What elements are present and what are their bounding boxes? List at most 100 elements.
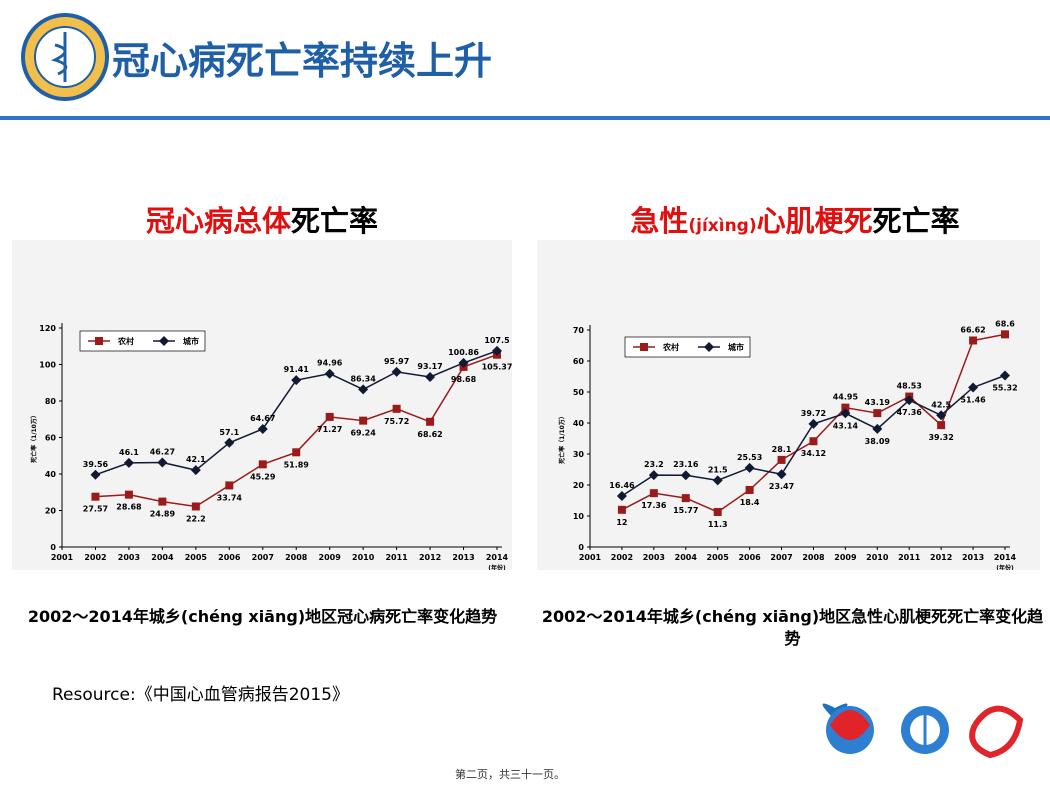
chart: 0 20 40 60 80 100 120 2001 2002 2003 2004 2005 2006 2…	[30, 323, 512, 570]
point	[1000, 370, 1010, 381]
y-tick-label: 70	[573, 326, 585, 335]
value-label: 23.2	[644, 460, 664, 469]
value-label: 75.72	[384, 417, 409, 426]
value-label: 93.17	[417, 362, 442, 371]
point	[713, 507, 722, 516]
value-label: 39.56	[83, 460, 109, 469]
value-label: 23.47	[769, 482, 794, 491]
y-tick-label: 120	[39, 324, 56, 333]
legend-label: 城市	[183, 336, 199, 346]
value-label: 68.62	[417, 430, 442, 439]
value-label: 16.46	[609, 481, 635, 490]
point	[358, 384, 369, 395]
value-label: 94.96	[317, 359, 343, 368]
y-tick-label: 20	[573, 481, 585, 490]
y-tick-label: 0	[50, 543, 56, 552]
point	[808, 418, 819, 429]
point	[325, 412, 334, 421]
x-tick-label: 2012	[930, 553, 952, 562]
x-tick-label: 2003	[643, 553, 665, 562]
point	[90, 469, 101, 480]
point	[680, 470, 691, 481]
y-tick-label: 50	[573, 388, 585, 397]
value-label: 43.19	[865, 398, 891, 407]
value-label: 21.5	[708, 465, 728, 474]
y-axis-label: 死亡率（1/10万）	[558, 413, 566, 465]
x-tick-label: 2004	[675, 553, 698, 562]
value-label: 91.41	[284, 365, 310, 374]
point	[191, 502, 200, 511]
point	[157, 457, 168, 468]
point	[426, 417, 435, 426]
legend-box	[624, 336, 751, 358]
value-label: 18.4	[740, 498, 760, 507]
value-label: 51.46	[960, 395, 986, 404]
x-axis-label: (年份)	[996, 564, 1014, 570]
point	[124, 490, 133, 499]
value-label: 39.72	[801, 409, 826, 418]
point	[777, 455, 786, 464]
value-label: 38.09	[865, 437, 891, 446]
y-tick-label: 60	[45, 434, 57, 443]
value-label: 68.6	[995, 319, 1015, 328]
value-label: 28.1	[772, 445, 792, 454]
point	[873, 409, 882, 418]
x-tick-label: 2005	[707, 553, 730, 562]
y-tick-label: 100	[39, 361, 56, 370]
point	[617, 505, 626, 514]
point	[681, 494, 690, 503]
point	[258, 460, 267, 469]
value-label: 47.36	[897, 408, 923, 417]
resource: Resource:《中国心血管病报告2015》	[52, 685, 349, 705]
value-label: 69.24	[350, 429, 376, 438]
point	[776, 469, 787, 480]
point	[391, 366, 402, 377]
point	[840, 408, 851, 419]
point	[937, 421, 946, 430]
y-tick-label: 40	[573, 419, 585, 428]
point	[809, 437, 818, 446]
point	[425, 371, 436, 382]
legend-marker	[159, 336, 169, 346]
value-label: 34.12	[801, 449, 826, 458]
point	[872, 423, 883, 434]
title-part: 心肌梗死	[756, 204, 873, 238]
point	[392, 404, 401, 413]
value-label: 107.5	[484, 336, 510, 345]
legend-label: 城市	[728, 342, 744, 352]
x-tick-label: 2012	[419, 553, 441, 562]
chart-caption: 2002～2014年城乡(chéng xiāng)地区冠心病死亡率变化趋势	[27, 607, 498, 626]
value-label: 25.53	[737, 453, 762, 462]
x-tick-label: 2009	[319, 553, 342, 562]
value-label: 12	[616, 518, 627, 527]
y-tick-label: 10	[573, 512, 585, 521]
x-tick-label: 2014	[486, 553, 509, 562]
point	[841, 403, 850, 412]
point	[158, 497, 167, 506]
point	[904, 395, 915, 406]
point	[649, 489, 658, 498]
value-label: 46.1	[119, 448, 139, 457]
x-tick-label: 2011	[898, 553, 921, 562]
value-label: 86.34	[350, 374, 376, 383]
value-label: 42.5	[931, 400, 951, 409]
x-tick-label: 2010	[866, 553, 889, 562]
chart-title: 冠心病总体死亡率	[2, 198, 522, 240]
value-label: 57.1	[219, 428, 239, 437]
value-label: 46.27	[150, 448, 175, 457]
chart-title: 急性(jíxìng)心肌梗死死亡率	[535, 198, 1050, 240]
point	[257, 423, 268, 434]
x-tick-label: 2008	[285, 553, 308, 562]
point	[1001, 330, 1009, 339]
x-tick-label: 2001	[51, 553, 74, 562]
value-label: 66.62	[960, 325, 985, 334]
point	[936, 410, 947, 421]
point	[648, 470, 659, 481]
value-label: 51.89	[284, 460, 310, 469]
point	[744, 462, 755, 473]
value-label: 44.95	[833, 393, 859, 402]
value-label: 28.68	[116, 503, 142, 512]
point	[492, 345, 502, 356]
point	[458, 357, 469, 368]
